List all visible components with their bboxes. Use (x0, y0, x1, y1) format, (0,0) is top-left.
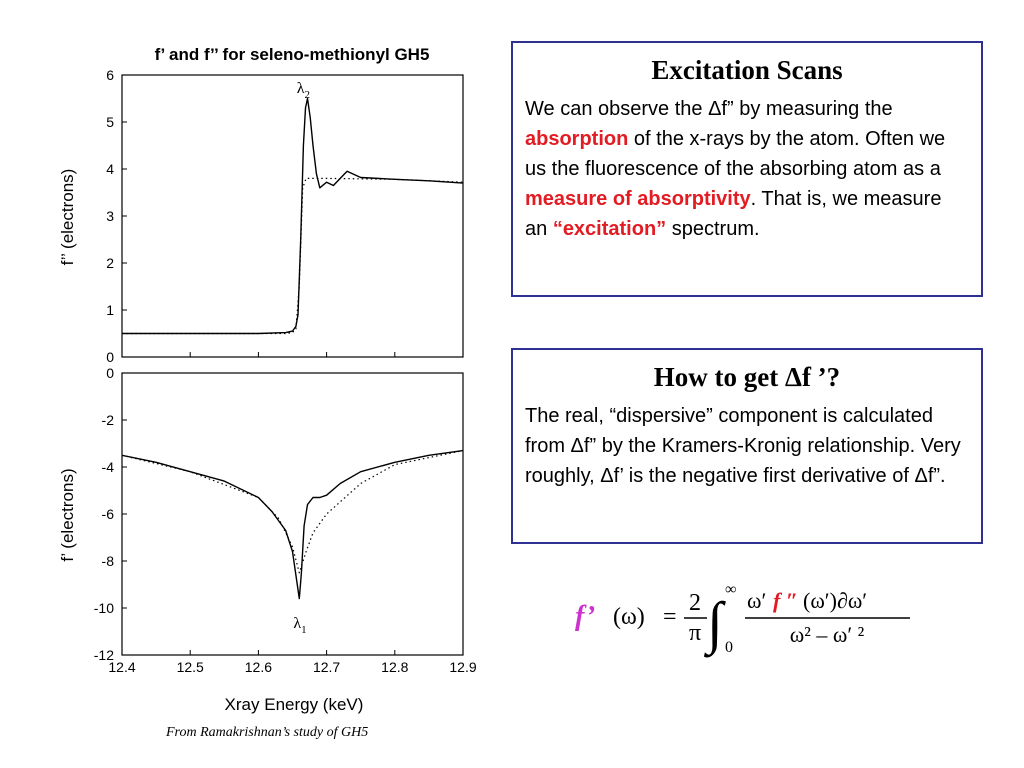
formula-upper-limit: ∞ (725, 581, 736, 598)
highlight-measure-of-absorptivity: measure of absorptivity (525, 188, 751, 210)
highlight-excitation: “excitation” (552, 218, 667, 240)
figure-caption: From Ramakrishnan’s study of GH5 (166, 725, 369, 740)
formula-two: 2 (689, 590, 701, 616)
x-tick-label: 12.7 (313, 659, 340, 675)
formula-denominator: ω² – ω′ ² (790, 622, 865, 647)
bottom-y-tick-label: -8 (102, 553, 115, 569)
bottom-series-solid (121, 449, 464, 600)
top-plot-f-double-prime: 0 1 2 3 4 5 6 λ2 (106, 67, 464, 365)
chart-area: f’ and f’’ for seleno-methionyl GH5 0 1 2 3… (58, 45, 477, 714)
x-tick-label: 12.5 (177, 659, 204, 675)
x-tick-label: 12.8 (381, 659, 408, 675)
top-y-axis-label: f’’ (electrons) (58, 169, 77, 266)
top-lambda-annotation: λ2 (297, 80, 310, 101)
bottom-y-tick-label: 0 (106, 365, 114, 381)
top-y-tick-label: 1 (106, 302, 114, 318)
text-part: of the x-rays by the atom. Often we us t… (525, 128, 946, 180)
formula-f-double-prime: f ″ (773, 588, 798, 613)
top-series-solid (122, 97, 464, 335)
text-part: . That is, we measure an (525, 188, 942, 240)
integral-icon: ∫ (703, 590, 726, 658)
formula-pi: π (689, 620, 701, 646)
text-part: spectrum. (666, 218, 760, 240)
top-y-tick-label: 4 (106, 161, 114, 177)
formula-numerator-omega: ω′ (747, 588, 766, 613)
top-y-tick-label: 6 (106, 67, 114, 83)
formula-equals: = (663, 604, 677, 630)
x-tick-label: 12.6 (245, 659, 272, 675)
top-y-tick-label: 0 (106, 349, 114, 365)
top-series-dotted (122, 177, 464, 335)
formula-numerator-rest: (ω′)∂ω′ (803, 588, 867, 613)
top-y-tick-label: 5 (106, 114, 114, 130)
highlight-absorption: absorption (525, 128, 629, 150)
bottom-y-axis-label: f’ (electrons) (58, 468, 77, 561)
text-part: We can observe the Δf” by measuring the (525, 98, 893, 120)
kramers-kronig-formula: f’ (ω) = 2 π ∫ ∞ 0 ω′ f ″ (ω′)∂ω′ ω² – ω… (575, 581, 910, 658)
top-plot-frame (121, 74, 464, 358)
how-to-get-delta-f-text: The real, “dispersive” component is calc… (525, 405, 961, 487)
bottom-series-dotted (121, 450, 464, 574)
x-tick-label: 12.4 (108, 659, 135, 675)
bottom-y-tick-label: -6 (102, 506, 115, 522)
how-to-get-delta-f-box: How to get Δf ’? The real, “dispersive” … (511, 348, 983, 544)
bottom-y-tick-label: -4 (102, 459, 115, 475)
x-axis-label: Xray Energy (keV) (225, 695, 364, 714)
x-tick-label: 12.9 (449, 659, 476, 675)
formula-f-prime: f’ (575, 601, 595, 632)
formula-lower-limit: 0 (725, 639, 733, 656)
bottom-lambda-annotation: λ1 (293, 615, 306, 636)
bottom-y-tick-label: -12 (94, 647, 114, 663)
how-to-get-delta-f-title: How to get Δf ’? (653, 362, 841, 392)
bottom-y-tick-label: -2 (102, 412, 115, 428)
excitation-scans-box: Excitation Scans We can observe the Δf” … (511, 41, 983, 297)
excitation-scans-text: We can observe the Δf” by measuring the … (525, 94, 969, 244)
bottom-plot-frame (121, 372, 464, 656)
top-y-tick-label: 3 (106, 208, 114, 224)
formula-omega: (ω) (613, 604, 645, 630)
bottom-y-tick-label: -10 (94, 600, 114, 616)
chart-title: f’ and f’’ for seleno-methionyl GH5 (155, 45, 430, 64)
excitation-scans-title: Excitation Scans (651, 55, 843, 85)
top-y-tick-label: 2 (106, 255, 114, 271)
